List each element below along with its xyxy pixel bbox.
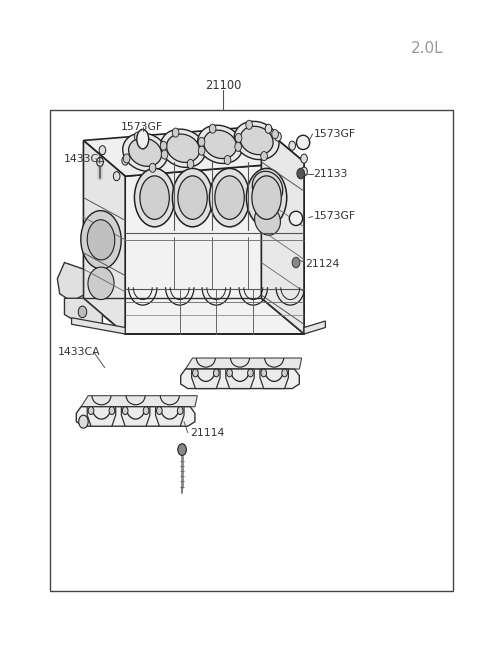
Text: 1573GF: 1573GF xyxy=(120,122,163,132)
Polygon shape xyxy=(125,162,304,334)
Circle shape xyxy=(272,130,278,139)
Polygon shape xyxy=(84,126,304,176)
Circle shape xyxy=(109,407,115,415)
Circle shape xyxy=(209,124,216,133)
Text: 1573GF: 1573GF xyxy=(313,129,356,139)
Polygon shape xyxy=(180,369,300,388)
Polygon shape xyxy=(72,318,125,334)
Circle shape xyxy=(198,138,205,147)
Circle shape xyxy=(122,156,129,165)
Circle shape xyxy=(301,167,307,176)
Circle shape xyxy=(265,124,272,134)
Ellipse shape xyxy=(137,130,149,149)
Polygon shape xyxy=(87,407,116,426)
Circle shape xyxy=(248,369,253,377)
Ellipse shape xyxy=(204,130,237,159)
Circle shape xyxy=(123,154,130,163)
Circle shape xyxy=(214,369,219,377)
Ellipse shape xyxy=(161,129,205,168)
Polygon shape xyxy=(81,396,197,407)
Text: 21133: 21133 xyxy=(313,168,348,179)
Text: 21114: 21114 xyxy=(190,428,225,438)
Ellipse shape xyxy=(81,211,121,269)
Polygon shape xyxy=(261,126,304,334)
Ellipse shape xyxy=(215,176,244,219)
Circle shape xyxy=(235,142,241,151)
Ellipse shape xyxy=(246,168,287,227)
Ellipse shape xyxy=(167,134,200,162)
Circle shape xyxy=(246,121,252,129)
Text: 1573GF: 1573GF xyxy=(313,212,356,221)
Text: 1433CA: 1433CA xyxy=(57,347,100,357)
Text: 21100: 21100 xyxy=(205,79,241,92)
Bar xyxy=(50,110,454,591)
Ellipse shape xyxy=(209,168,250,227)
Polygon shape xyxy=(156,407,184,426)
Ellipse shape xyxy=(289,212,302,225)
Ellipse shape xyxy=(297,136,310,149)
Circle shape xyxy=(143,407,149,415)
Circle shape xyxy=(198,146,205,155)
Polygon shape xyxy=(84,140,125,334)
Circle shape xyxy=(172,128,179,137)
Circle shape xyxy=(301,154,307,163)
Text: 2.0L: 2.0L xyxy=(411,41,444,56)
Circle shape xyxy=(122,407,128,415)
Ellipse shape xyxy=(123,133,168,172)
Ellipse shape xyxy=(198,125,242,164)
Circle shape xyxy=(178,443,186,455)
Ellipse shape xyxy=(88,267,114,299)
Ellipse shape xyxy=(140,176,169,219)
Ellipse shape xyxy=(172,168,213,227)
Circle shape xyxy=(289,141,296,150)
Circle shape xyxy=(78,306,87,318)
Polygon shape xyxy=(304,321,325,334)
Circle shape xyxy=(134,132,141,141)
Ellipse shape xyxy=(178,176,207,219)
Circle shape xyxy=(161,150,168,159)
Ellipse shape xyxy=(87,219,115,260)
Ellipse shape xyxy=(240,126,273,155)
Circle shape xyxy=(160,141,167,151)
Circle shape xyxy=(178,407,183,415)
Circle shape xyxy=(79,415,88,428)
Circle shape xyxy=(224,155,231,164)
Circle shape xyxy=(282,369,288,377)
Circle shape xyxy=(149,163,156,172)
Circle shape xyxy=(275,132,281,141)
Circle shape xyxy=(99,145,106,155)
Text: 1433CE: 1433CE xyxy=(63,154,106,164)
Circle shape xyxy=(88,407,94,415)
Circle shape xyxy=(227,369,232,377)
Polygon shape xyxy=(185,358,301,369)
Polygon shape xyxy=(57,263,84,301)
Circle shape xyxy=(261,369,266,377)
Ellipse shape xyxy=(254,206,280,235)
Circle shape xyxy=(297,168,304,179)
Text: 21124: 21124 xyxy=(305,259,340,269)
Circle shape xyxy=(187,159,194,168)
Ellipse shape xyxy=(252,171,283,204)
Circle shape xyxy=(113,172,120,181)
Polygon shape xyxy=(226,369,254,388)
Circle shape xyxy=(261,151,267,160)
Polygon shape xyxy=(64,298,102,328)
Circle shape xyxy=(235,134,242,143)
Circle shape xyxy=(96,157,103,166)
Circle shape xyxy=(292,257,300,268)
Ellipse shape xyxy=(252,176,281,219)
Polygon shape xyxy=(121,407,150,426)
Ellipse shape xyxy=(134,168,175,227)
Ellipse shape xyxy=(129,138,162,166)
Circle shape xyxy=(192,369,198,377)
Polygon shape xyxy=(260,369,288,388)
Circle shape xyxy=(156,407,162,415)
Polygon shape xyxy=(192,369,220,388)
Polygon shape xyxy=(76,407,195,426)
Ellipse shape xyxy=(234,121,279,160)
